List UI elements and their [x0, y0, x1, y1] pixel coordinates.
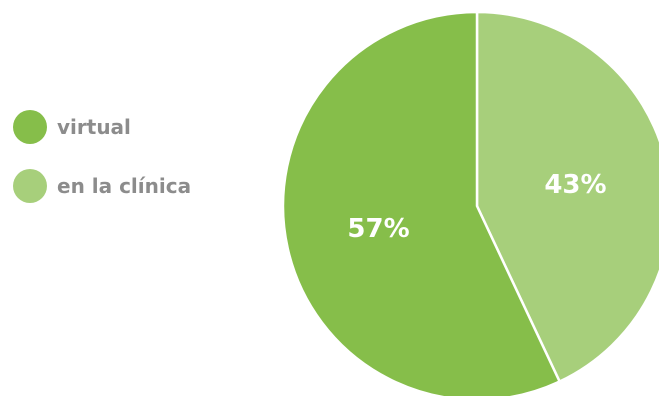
legend-item-virtual: virtual: [13, 110, 191, 144]
legend-swatch-virtual: [13, 110, 47, 144]
chart-legend: virtual en la clínica: [13, 110, 191, 228]
pie-labels: 43% 57%: [347, 170, 606, 244]
pie-slice-virtual: [281, 10, 561, 396]
pie-label-en-la-clinica: 43%: [544, 170, 606, 200]
legend-swatch-en-la-clinica: [13, 169, 47, 203]
legend-label-en-la-clinica: en la clínica: [57, 174, 192, 198]
legend-label-virtual: virtual: [57, 115, 131, 139]
legend-item-en-la-clinica: en la clínica: [13, 169, 191, 203]
pie-slices: [281, 10, 659, 396]
pie-slice-en-la-clinica: [475, 10, 659, 383]
pie-label-virtual: 57%: [347, 214, 409, 244]
